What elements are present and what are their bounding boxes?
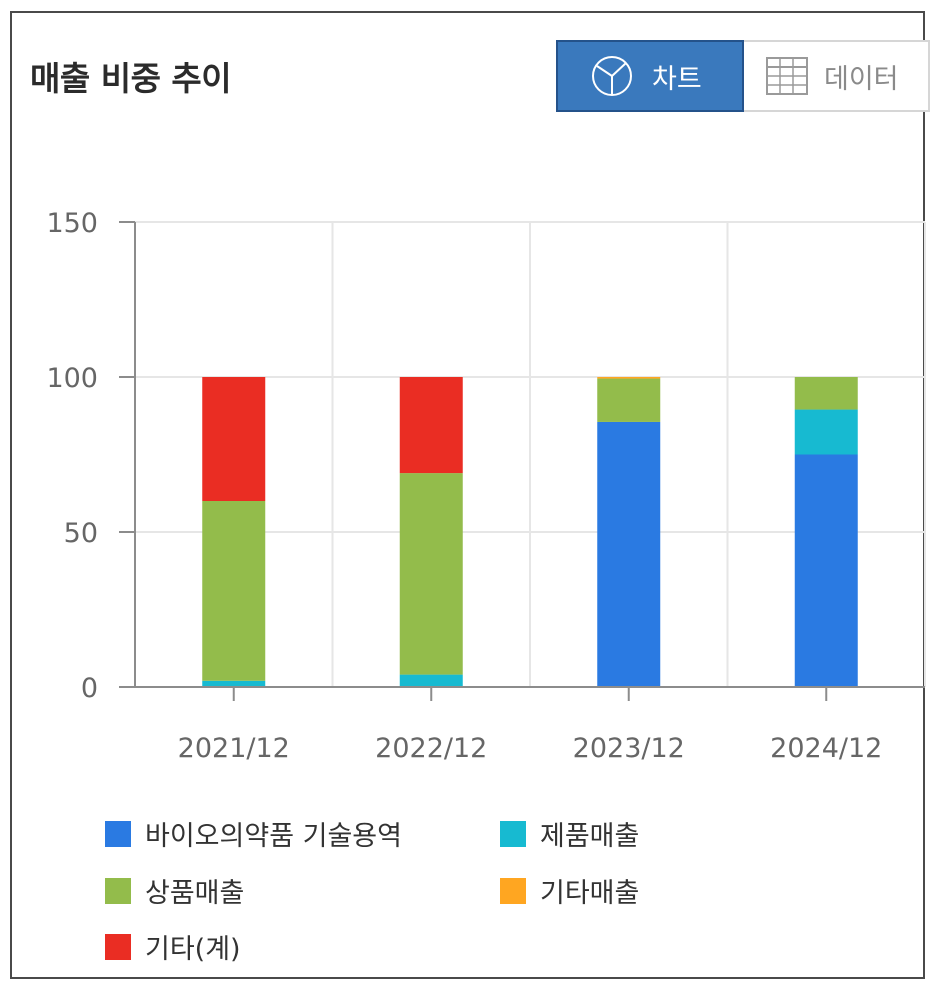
bar-segment: [202, 680, 266, 687]
chart-view-button[interactable]: 차트: [556, 40, 744, 112]
bar-segment: [794, 409, 858, 455]
bar-segment: [399, 473, 463, 675]
y-tick-label: 50: [64, 518, 98, 549]
bar-segment: [597, 378, 661, 422]
bar-segment: [794, 454, 858, 687]
table-grid-icon: [766, 57, 808, 95]
bar-segment: [597, 377, 661, 379]
bar-segment: [202, 501, 266, 681]
bar-segment: [399, 377, 463, 474]
bar-segment: [794, 377, 858, 410]
x-tick-label: 2021/12: [178, 733, 290, 764]
chart-view-label: 차트: [652, 63, 702, 95]
bar-segment: [399, 674, 463, 687]
bar-segment: [597, 421, 661, 687]
y-tick-label: 0: [81, 673, 98, 704]
x-tick-label: 2022/12: [375, 733, 487, 764]
page-title: 매출 비중 추이: [30, 59, 232, 98]
y-tick-label: 150: [46, 208, 98, 239]
x-tick-label: 2024/12: [770, 733, 882, 764]
bar-segment: [202, 377, 266, 501]
chart-panel: [10, 11, 925, 979]
y-tick-label: 100: [46, 363, 98, 394]
x-tick-label: 2023/12: [573, 733, 685, 764]
data-view-label: 데이터: [824, 63, 899, 95]
data-view-button[interactable]: 데이터: [744, 40, 930, 112]
pie-chart-icon: [592, 56, 632, 96]
